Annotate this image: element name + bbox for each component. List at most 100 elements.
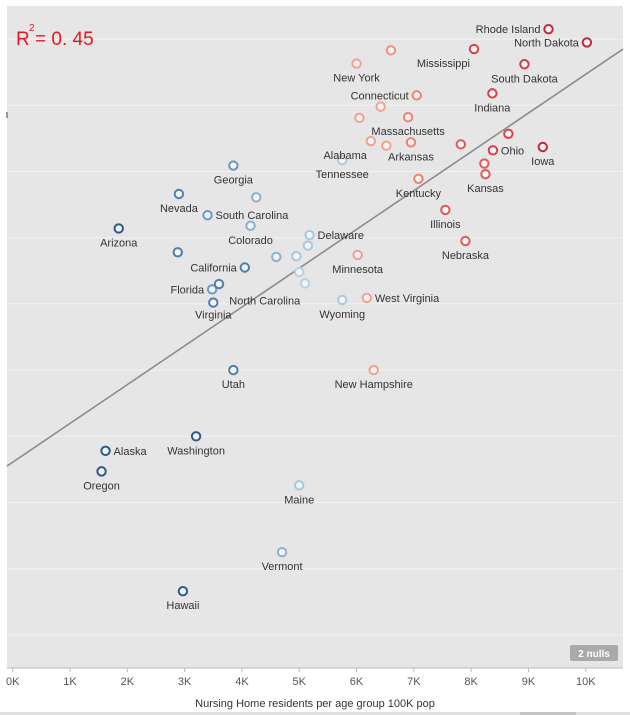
label-florida: Florida: [171, 284, 206, 296]
point-georgia[interactable]: [228, 160, 239, 171]
label-arkansas: Arkansas: [388, 151, 434, 163]
gridlines: [7, 38, 623, 636]
label-south-dakota: South Dakota: [491, 73, 559, 85]
data-point[interactable]: [375, 101, 386, 112]
label-washington: Washington: [167, 445, 225, 457]
point-tennessee[interactable]: [337, 155, 348, 166]
nulls-badge-bg[interactable]: [570, 645, 618, 661]
label-new-hampshire: New Hampshire: [335, 379, 413, 391]
label-colorado: Colorado: [228, 235, 273, 247]
point-minnesota[interactable]: [352, 249, 363, 261]
point-maine[interactable]: [294, 480, 305, 491]
point-alaska[interactable]: [100, 445, 111, 457]
r-squared-superscript: 2: [29, 23, 35, 34]
point-nevada[interactable]: [173, 188, 185, 200]
point-new-york[interactable]: [351, 58, 362, 69]
point-arkansas[interactable]: [405, 137, 417, 148]
point-california[interactable]: [239, 262, 251, 273]
r-squared-value: = 0. 45: [35, 29, 94, 50]
x-tick-label: 2K: [121, 676, 135, 688]
data-point[interactable]: [291, 251, 302, 262]
label-alabama: Alabama: [323, 150, 367, 162]
data-point[interactable]: [299, 278, 311, 289]
label-minnesota: Minnesota: [332, 264, 384, 276]
point-wyoming[interactable]: [337, 294, 348, 306]
point-iowa[interactable]: [537, 141, 548, 153]
data-point[interactable]: [455, 139, 467, 150]
label-california: California: [190, 262, 237, 274]
point-kentucky[interactable]: [413, 173, 424, 184]
label-nebraska: Nebraska: [442, 250, 490, 262]
scrollbar-thumb[interactable]: [520, 712, 576, 715]
x-tick-label: 4K: [235, 676, 249, 688]
label-vermont: Vermont: [262, 561, 303, 573]
label-tennessee: Tennessee: [316, 169, 369, 181]
label-hawaii: Hawaii: [166, 600, 199, 612]
data-point[interactable]: [172, 247, 183, 258]
point-oregon[interactable]: [96, 466, 107, 477]
label-alaska: Alaska: [114, 446, 148, 458]
data-point[interactable]: [479, 158, 490, 169]
r-squared-annotation: R 2 = 0. 45: [16, 23, 94, 50]
data-point[interactable]: [503, 128, 514, 139]
x-tick-label: 10K: [576, 676, 596, 688]
point-mississippi[interactable]: [468, 43, 480, 55]
x-tick-label: 9K: [522, 676, 536, 688]
label-iowa: Iowa: [531, 156, 555, 168]
label-oregon: Oregon: [83, 480, 120, 492]
point-arizona[interactable]: [113, 223, 124, 234]
point-utah[interactable]: [228, 364, 239, 376]
data-points: [96, 23, 593, 597]
data-point[interactable]: [381, 140, 392, 151]
scrollbar-track[interactable]: [0, 712, 630, 715]
label-wyoming: Wyoming: [319, 309, 365, 321]
point-south-carolina[interactable]: [202, 209, 213, 221]
point-florida[interactable]: [206, 284, 218, 295]
edge-marker: [6, 112, 8, 118]
point-west-virginia[interactable]: [361, 292, 373, 304]
label-arizona: Arizona: [100, 237, 138, 249]
label-delaware: Delaware: [318, 230, 364, 242]
nulls-badge[interactable]: 2 nulls: [570, 645, 618, 661]
data-point[interactable]: [294, 266, 305, 278]
point-massachusetts[interactable]: [402, 112, 414, 123]
label-kansas: Kansas: [467, 183, 504, 195]
point-washington[interactable]: [190, 431, 202, 442]
point-north-dakota[interactable]: [581, 37, 593, 48]
point-illinois[interactable]: [440, 204, 451, 216]
label-illinois: Illinois: [430, 219, 461, 231]
label-mississippi: Mississippi: [417, 58, 470, 70]
label-south-carolina: South Carolina: [216, 210, 290, 222]
data-point[interactable]: [271, 251, 282, 263]
point-alabama[interactable]: [365, 135, 377, 147]
data-point[interactable]: [385, 45, 397, 56]
x-axis-ticks: 0K 1K 2K 3K 4K 5K 6K 7K 8K 9K 10K: [6, 668, 596, 688]
point-vermont[interactable]: [276, 546, 288, 558]
data-point[interactable]: [213, 278, 225, 290]
point-rhode-island[interactable]: [543, 23, 554, 35]
point-hawaii[interactable]: [177, 586, 189, 597]
label-north-dakota: North Dakota: [514, 37, 580, 49]
point-delaware[interactable]: [304, 229, 315, 241]
x-tick-label: 7K: [407, 676, 421, 688]
data-point[interactable]: [354, 112, 365, 124]
x-tick-label: 1K: [63, 676, 77, 688]
point-new-hampshire[interactable]: [368, 364, 379, 376]
r-squared-label: R: [16, 29, 30, 50]
point-kansas[interactable]: [480, 168, 491, 180]
point-colorado[interactable]: [245, 220, 256, 231]
point-north-carolina[interactable]: [208, 297, 219, 308]
point-connecticut[interactable]: [411, 90, 422, 101]
x-axis-title: Nursing Home residents per age group 100…: [195, 698, 435, 710]
data-point[interactable]: [251, 192, 262, 203]
plot-background: [7, 6, 623, 668]
point-nebraska[interactable]: [460, 235, 471, 247]
label-georgia: Georgia: [214, 175, 254, 187]
point-south-dakota[interactable]: [519, 59, 530, 70]
nulls-badge-text[interactable]: 2 nulls: [578, 649, 610, 660]
point-indiana[interactable]: [487, 88, 498, 99]
point-ohio[interactable]: [487, 145, 499, 156]
data-point[interactable]: [302, 240, 314, 251]
